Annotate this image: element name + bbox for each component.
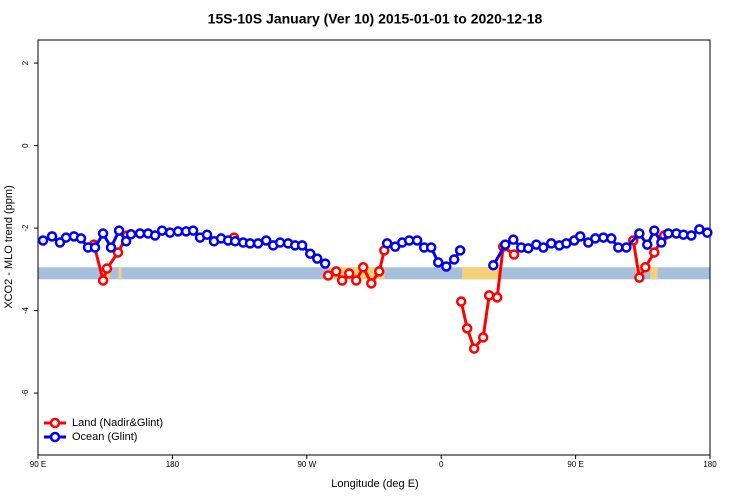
point <box>642 239 653 250</box>
point <box>113 225 125 236</box>
point <box>319 258 331 269</box>
point <box>523 243 534 254</box>
point <box>649 225 660 236</box>
point <box>448 254 460 265</box>
point <box>606 233 617 244</box>
point <box>37 235 49 246</box>
point <box>260 235 272 246</box>
point <box>105 242 117 253</box>
point <box>425 242 437 253</box>
point <box>134 228 146 239</box>
legend-marker <box>49 431 61 443</box>
point <box>508 249 520 260</box>
point <box>538 242 549 253</box>
legend-marker <box>49 417 61 429</box>
point <box>366 278 377 289</box>
point <box>621 242 632 253</box>
point <box>508 234 519 245</box>
point <box>274 237 286 248</box>
point <box>343 268 355 279</box>
y-tick-label: -4 <box>21 307 30 315</box>
point <box>229 236 241 247</box>
point <box>454 245 466 256</box>
point <box>252 238 264 249</box>
point <box>312 253 323 264</box>
point <box>304 248 316 259</box>
point <box>46 231 58 242</box>
point <box>112 247 124 258</box>
point <box>97 275 109 286</box>
point <box>455 296 467 307</box>
x-tick-label: 0 <box>439 460 444 469</box>
point <box>125 229 137 240</box>
point <box>686 230 697 241</box>
point <box>491 292 503 303</box>
point <box>336 275 348 286</box>
plot-frame <box>37 39 711 456</box>
point <box>634 272 645 283</box>
point <box>244 238 256 249</box>
point <box>201 229 213 240</box>
point <box>172 226 184 237</box>
point <box>373 266 385 277</box>
point <box>381 238 393 249</box>
point <box>322 270 334 281</box>
point <box>101 263 113 274</box>
land-span <box>118 267 122 280</box>
y-tick-label: -6 <box>21 389 30 397</box>
legend-label: Ocean (Glint) <box>72 431 137 443</box>
point <box>149 230 161 241</box>
point <box>649 247 660 258</box>
point <box>461 323 473 334</box>
y-tick-label: 0 <box>21 143 30 148</box>
x-tick-label: 180 <box>703 460 717 469</box>
point <box>640 262 651 273</box>
point <box>441 261 452 272</box>
x-tick-label: 90 E <box>567 460 583 469</box>
point <box>164 227 176 238</box>
point <box>590 233 601 244</box>
point <box>350 275 362 286</box>
point <box>89 242 101 253</box>
point <box>574 231 586 242</box>
point <box>411 235 423 246</box>
land-span <box>650 267 658 280</box>
point <box>187 225 199 236</box>
point <box>663 228 674 239</box>
x-tick-label: 180 <box>166 460 180 469</box>
point <box>296 240 308 251</box>
point <box>477 332 489 343</box>
point <box>75 233 87 244</box>
point <box>656 237 667 248</box>
point <box>97 228 109 239</box>
point <box>500 239 511 250</box>
point <box>483 290 495 301</box>
y-tick-label: -2 <box>21 224 30 232</box>
legend-label: Land (Nadir&Glint) <box>72 417 163 429</box>
point <box>357 262 369 273</box>
x-tick-label: 90 E <box>30 460 46 469</box>
y-axis-label: XCO2 - MLO trend (ppm) <box>3 185 15 308</box>
chart-title: 15S-10S January (Ver 10) 2015-01-01 to 2… <box>208 11 543 27</box>
x-tick-label: 90 W <box>297 460 316 469</box>
point <box>702 227 713 238</box>
point <box>330 266 342 277</box>
series-line <box>92 234 666 352</box>
land-span <box>329 267 385 280</box>
x-axis-label: Longitude (deg E) <box>331 478 418 490</box>
point <box>432 257 444 268</box>
point <box>634 228 645 239</box>
point <box>488 259 499 271</box>
y-tick-label: 2 <box>21 60 30 65</box>
land-span <box>462 267 501 280</box>
point <box>60 232 72 243</box>
point <box>468 343 480 354</box>
point <box>120 236 132 247</box>
point <box>613 242 624 253</box>
point <box>546 238 557 249</box>
